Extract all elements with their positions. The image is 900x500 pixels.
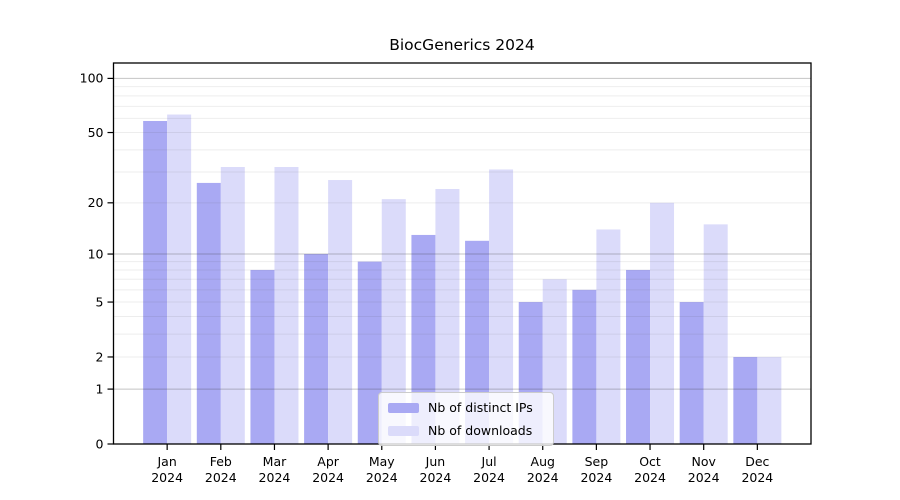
x-tick-label: May 2024 bbox=[366, 454, 398, 485]
y-tick-label: 10 bbox=[88, 246, 104, 261]
bar-ips-nov bbox=[679, 302, 704, 444]
y-tick-label: 1 bbox=[96, 381, 104, 396]
bar-ips-oct bbox=[626, 269, 651, 444]
bar-ips-dec bbox=[733, 356, 758, 444]
bar-downloads-feb bbox=[220, 167, 245, 444]
legend-row-downloads: Nb of downloads bbox=[388, 423, 544, 438]
bar-ips-feb bbox=[196, 182, 221, 445]
x-tick-label: Sep 2024 bbox=[580, 454, 612, 485]
legend-label-distinct-ips: Nb of distinct IPs bbox=[428, 400, 533, 415]
y-tick-label: 5 bbox=[96, 294, 104, 309]
legend: Nb of distinct IPs Nb of downloads bbox=[378, 392, 554, 446]
legend-swatch-downloads bbox=[388, 425, 419, 436]
x-tick-label: Jun 2024 bbox=[420, 454, 452, 485]
bar-downloads-oct bbox=[650, 202, 675, 444]
bar-downloads-mar bbox=[274, 167, 299, 444]
y-tick-label: 0 bbox=[96, 436, 104, 451]
bar-ips-sep bbox=[572, 289, 597, 444]
x-tick-label: Jul 2024 bbox=[473, 454, 505, 485]
y-tick-label: 2 bbox=[96, 349, 104, 364]
x-tick-label: Aug 2024 bbox=[527, 454, 559, 485]
x-tick-label: Jan 2024 bbox=[151, 454, 183, 485]
x-tick-label: Nov 2024 bbox=[688, 454, 720, 485]
bar-ips-apr bbox=[304, 254, 329, 444]
y-tick-label: 50 bbox=[88, 125, 104, 140]
bar-ips-mar bbox=[250, 269, 275, 444]
legend-label-downloads: Nb of downloads bbox=[428, 423, 533, 438]
x-tick-label: Dec 2024 bbox=[741, 454, 773, 485]
bar-ips-jan bbox=[143, 120, 168, 445]
y-tick-label: 20 bbox=[88, 195, 104, 210]
bar-downloads-jul bbox=[489, 169, 514, 445]
bar-downloads-sep bbox=[596, 229, 621, 444]
y-tick-label: 100 bbox=[80, 71, 104, 86]
bar-downloads-nov bbox=[703, 224, 728, 444]
x-tick-label: Mar 2024 bbox=[259, 454, 291, 485]
x-tick-label: Feb 2024 bbox=[205, 454, 237, 485]
legend-row-distinct-ips: Nb of distinct IPs bbox=[388, 400, 544, 415]
bar-downloads-apr bbox=[328, 180, 353, 445]
bar-downloads-jan bbox=[167, 114, 192, 445]
bar-downloads-dec bbox=[757, 356, 782, 444]
bar-ips-may bbox=[357, 261, 382, 444]
x-tick-label: Oct 2024 bbox=[634, 454, 666, 485]
chart-title: BiocGenerics 2024 bbox=[389, 36, 535, 54]
x-tick-label: Apr 2024 bbox=[312, 454, 344, 485]
legend-swatch-distinct-ips bbox=[388, 402, 419, 413]
